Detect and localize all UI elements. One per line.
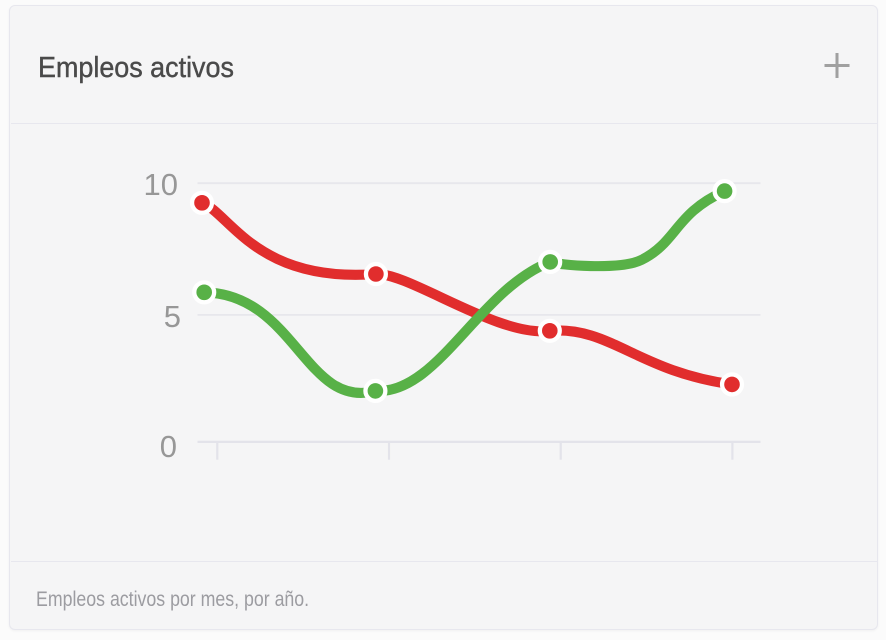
svg-text:5: 5 [164,299,181,334]
svg-text:0: 0 [160,429,177,464]
svg-text:10: 10 [144,167,178,202]
